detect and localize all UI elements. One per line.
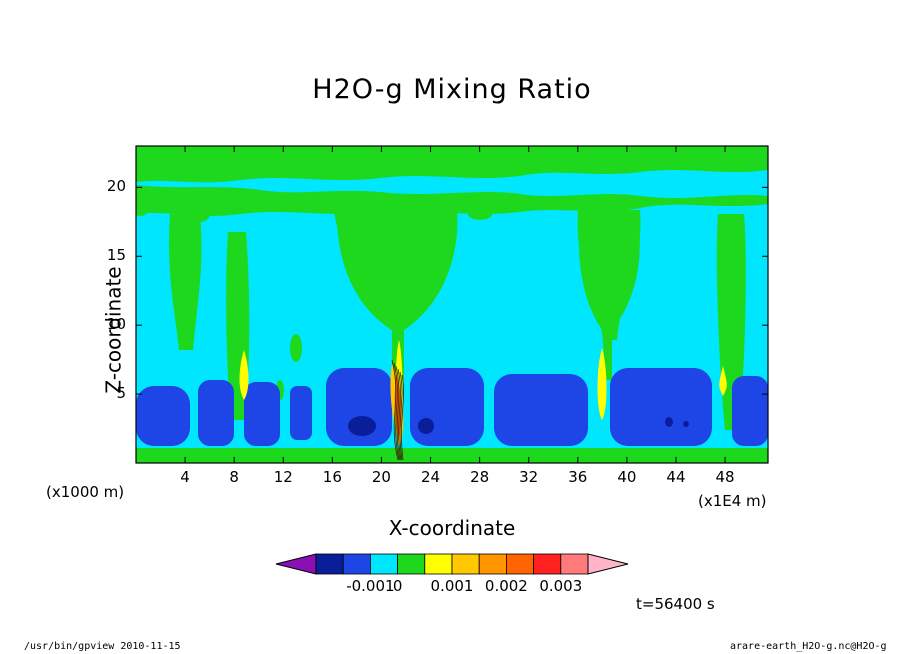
axis-ticks bbox=[136, 146, 768, 463]
colorbar-tick-label: 0.002 bbox=[484, 577, 528, 595]
colorbar bbox=[275, 553, 629, 575]
colorbar-tick-label: -0.001 bbox=[346, 577, 395, 595]
colorbar-tick-label: 0 bbox=[392, 577, 403, 595]
dry-cell bbox=[610, 368, 712, 446]
colorbar-segment bbox=[505, 553, 534, 575]
colorbar-high-arrow bbox=[587, 553, 629, 575]
x-tick-label: 28 bbox=[470, 468, 490, 486]
updraft-contour bbox=[395, 365, 401, 461]
footer-right: arare-earth_H2O-g.nc@H2O-g bbox=[730, 641, 887, 652]
x-tick-label: 16 bbox=[322, 468, 342, 486]
plume-bell-x20 bbox=[337, 204, 458, 380]
x-tick-label: 24 bbox=[420, 468, 441, 486]
y-tick-label: 10 bbox=[106, 315, 126, 334]
updraft-column bbox=[239, 350, 249, 400]
y-tick-label: 20 bbox=[106, 177, 126, 196]
x-tick-label: 4 bbox=[180, 468, 190, 486]
x-tick-label: 32 bbox=[519, 468, 539, 486]
dry-cell bbox=[136, 386, 190, 446]
moist-island bbox=[290, 334, 302, 362]
x-tick-label: 20 bbox=[371, 468, 391, 486]
y-tick-label: 15 bbox=[106, 246, 126, 265]
upper-moist-band bbox=[136, 146, 768, 183]
dry-cell bbox=[410, 368, 484, 446]
x-tick-label: 36 bbox=[568, 468, 588, 486]
colorbar-segment bbox=[315, 553, 344, 575]
colorbar-segment bbox=[369, 553, 398, 575]
updraft-column bbox=[719, 366, 727, 396]
x-unit-left: (x1000 m) bbox=[46, 483, 125, 501]
x-axis-label: X-coordinate bbox=[388, 516, 516, 540]
colorbar-segment bbox=[342, 553, 371, 575]
dry-cell bbox=[732, 376, 768, 446]
x-unit-right: (x1E4 m) bbox=[698, 492, 767, 510]
x-tick-label: 48 bbox=[715, 468, 735, 486]
updraft-contour bbox=[397, 368, 402, 461]
y-tick-label: 5 bbox=[116, 384, 126, 403]
moist-island bbox=[468, 208, 492, 220]
dry-core bbox=[348, 416, 376, 436]
updraft-contour bbox=[393, 362, 400, 461]
time-label: t=56400 s bbox=[636, 595, 715, 613]
colorbar-segment bbox=[397, 553, 426, 575]
colorbar-segment bbox=[533, 553, 562, 575]
updraft-contour bbox=[399, 371, 403, 461]
x-tick-label: 44 bbox=[666, 468, 686, 486]
moist-island bbox=[190, 206, 210, 222]
x-tick-label: 12 bbox=[273, 468, 293, 486]
colorbar-segment bbox=[560, 553, 589, 575]
plot-frame bbox=[135, 145, 769, 464]
dry-cell bbox=[198, 380, 234, 446]
dry-cell bbox=[494, 374, 588, 446]
footer-left: /usr/bin/gpview 2010-11-15 bbox=[24, 641, 181, 652]
dry-core bbox=[683, 421, 689, 427]
moist-island bbox=[136, 204, 148, 216]
dry-core bbox=[665, 417, 673, 427]
plume-left bbox=[168, 214, 202, 350]
colorbar-tick-label: 0.001 bbox=[430, 577, 474, 595]
updraft-column bbox=[597, 348, 607, 420]
colorbar-segment bbox=[424, 553, 453, 575]
dry-core bbox=[418, 418, 434, 434]
x-tick-label: 40 bbox=[617, 468, 637, 486]
surface-moist-layer bbox=[136, 446, 768, 463]
dry-cell bbox=[290, 386, 312, 440]
colorbar-tick-label: 0.003 bbox=[539, 577, 583, 595]
contour-field bbox=[136, 146, 768, 463]
colorbar-segment bbox=[478, 553, 507, 575]
dry-cell bbox=[244, 382, 280, 446]
x-tick-label: 8 bbox=[229, 468, 239, 486]
plume-bell-x38 bbox=[578, 214, 640, 380]
updraft-contour bbox=[401, 374, 404, 461]
updraft-contour bbox=[391, 359, 399, 461]
colorbar-low-arrow bbox=[275, 553, 317, 575]
chart-title: H2O-g Mixing Ratio bbox=[312, 74, 592, 105]
colorbar-segment bbox=[451, 553, 480, 575]
